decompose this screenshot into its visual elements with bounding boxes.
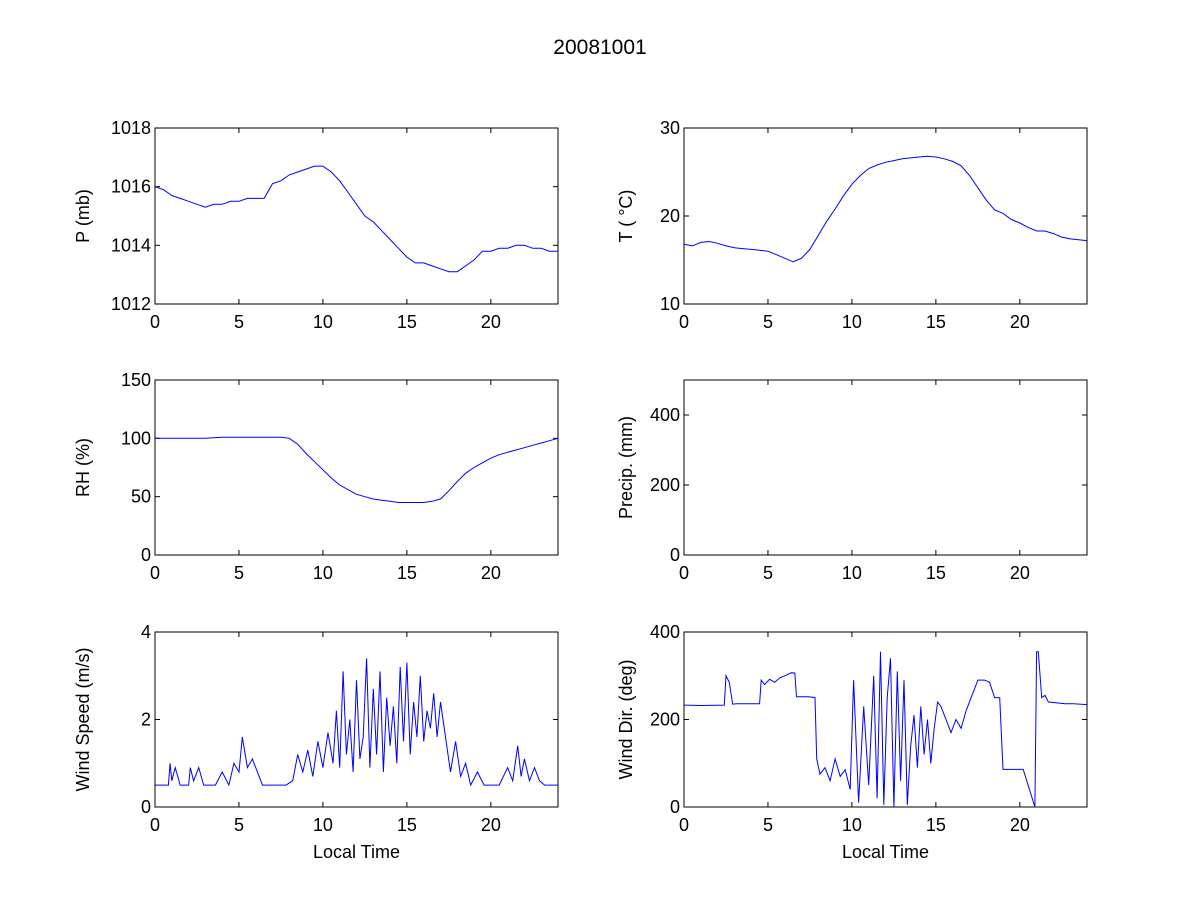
wind-speed-series-line (155, 658, 558, 787)
y-tick-label: 0 (670, 797, 680, 817)
x-tick-label: 10 (842, 815, 862, 835)
humidity-plot: 0 5 10 15 20 0 50 100 150 RH (%) (73, 370, 559, 583)
x-tick-label: 5 (763, 563, 773, 583)
humidity-y-axis-label: RH (%) (73, 438, 93, 497)
y-tick-label: 1018 (111, 118, 151, 138)
pressure-y-axis-label: P (mb) (73, 189, 93, 243)
x-tick-label: 15 (397, 312, 417, 332)
y-tick-label: 400 (650, 622, 680, 642)
y-tick-label: 0 (670, 545, 680, 565)
x-tick-label: 20 (481, 563, 501, 583)
y-tick-label: 1012 (111, 294, 151, 314)
x-tick-label: 15 (926, 312, 946, 332)
wind-direction-y-axis-label: Wind Dir. (deg) (616, 659, 636, 779)
precipitation-axes-frame (683, 379, 1088, 556)
y-tick-label: 30 (660, 118, 680, 138)
x-tick-label: 0 (679, 312, 689, 332)
x-tick-label: 10 (842, 312, 862, 332)
x-tick-label: 20 (1010, 312, 1030, 332)
x-tick-label: 0 (150, 815, 160, 835)
x-tick-label: 20 (481, 815, 501, 835)
x-tick-label: 0 (679, 815, 689, 835)
x-tick-label: 0 (150, 563, 160, 583)
x-tick-label: 10 (842, 563, 862, 583)
wind-direction-x-axis-label: Local Time (842, 842, 929, 862)
y-tick-label: 4 (141, 622, 151, 642)
x-tick-label: 5 (234, 563, 244, 583)
x-tick-label: 5 (763, 312, 773, 332)
x-tick-label: 15 (397, 563, 417, 583)
x-tick-label: 15 (926, 563, 946, 583)
humidity-axes-frame (154, 379, 559, 556)
temperature-series-line (683, 155, 1088, 263)
y-tick-label: 20 (660, 206, 680, 226)
x-tick-label: 20 (1010, 563, 1030, 583)
x-tick-label: 0 (150, 312, 160, 332)
wind-speed-y-axis-label: Wind Speed (m/s) (73, 647, 93, 791)
y-tick-label: 150 (121, 370, 151, 390)
temperature-plot: 0 5 10 15 20 10 20 30 T ( °C) (616, 118, 1088, 332)
temperature-y-axis-label: T ( °C) (616, 190, 636, 243)
y-tick-label: 200 (650, 475, 680, 495)
x-tick-label: 5 (763, 815, 773, 835)
wind-direction-series-line (683, 651, 1088, 808)
wind-speed-axes-frame (154, 631, 559, 808)
x-tick-label: 20 (1010, 815, 1030, 835)
y-tick-label: 1016 (111, 177, 151, 197)
y-tick-label: 10 (660, 294, 680, 314)
y-tick-label: 1014 (111, 235, 151, 255)
x-tick-label: 10 (313, 312, 333, 332)
pressure-plot: 0 5 10 15 20 1012 1014 1016 1018 P (mb) (73, 118, 559, 332)
y-tick-label: 400 (650, 405, 680, 425)
x-tick-label: 15 (926, 815, 946, 835)
figure-title: 20081001 (553, 36, 646, 59)
x-tick-label: 5 (234, 312, 244, 332)
precipitation-y-axis-label: Precip. (mm) (616, 416, 636, 519)
x-tick-label: 0 (679, 563, 689, 583)
y-tick-label: 2 (141, 710, 151, 730)
y-tick-label: 100 (121, 428, 151, 448)
x-tick-label: 10 (313, 563, 333, 583)
y-tick-label: 0 (141, 797, 151, 817)
wind-speed-x-axis-label: Local Time (313, 842, 400, 862)
y-tick-label: 50 (131, 487, 151, 507)
wind-direction-axes-frame (683, 631, 1088, 808)
pressure-axes-frame (154, 127, 559, 305)
x-tick-label: 20 (481, 312, 501, 332)
temperature-axes-frame (683, 127, 1088, 305)
x-tick-label: 10 (313, 815, 333, 835)
y-tick-label: 200 (650, 710, 680, 730)
wind-speed-plot: 0 5 10 15 20 0 2 4 Wind Speed (m/s) Local Time (73, 622, 559, 862)
humidity-series-line (155, 436, 559, 503)
x-tick-label: 5 (234, 815, 244, 835)
x-tick-label: 15 (397, 815, 417, 835)
y-tick-label: 0 (141, 545, 151, 565)
pressure-series-line (154, 165, 558, 273)
